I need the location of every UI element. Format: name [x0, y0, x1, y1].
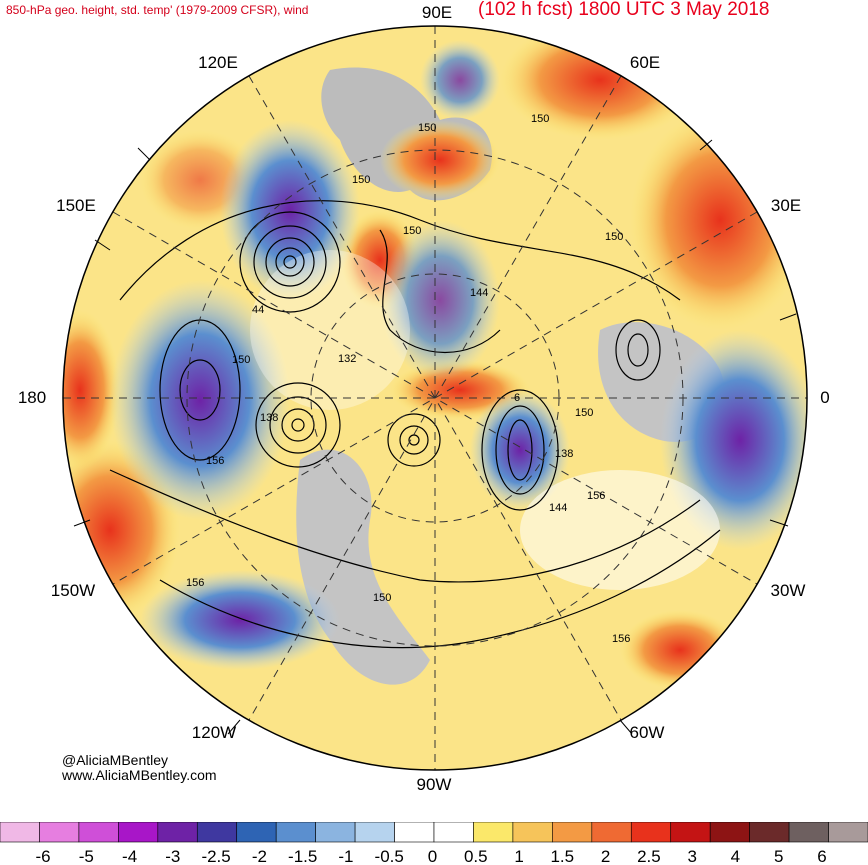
- colorbar-swatch: [354, 822, 395, 843]
- colorbar-label: 6: [817, 847, 826, 865]
- lon-label-0: 0: [820, 388, 829, 407]
- colorbar-swatch: [275, 822, 316, 843]
- lon-label-150e: 150E: [56, 196, 96, 215]
- contour-label: 150: [575, 407, 593, 419]
- colorbar-label: -0.5: [375, 847, 404, 865]
- colorbar-labels: -6 -5 -4 -3 -2.5 -2 -1.5 -1 -0.5 0 0.5 1 1.5 2 2.5 3 4 5 6: [35, 847, 826, 865]
- colorbar-swatch: [788, 822, 829, 843]
- colorbar-label: 5: [774, 847, 783, 865]
- colorbar-swatch: [157, 822, 198, 843]
- colorbar-label: 2.5: [637, 847, 661, 865]
- colorbar-swatch: [196, 822, 238, 843]
- lon-label-30w: 30W: [771, 581, 806, 600]
- lon-label-150w: 150W: [51, 581, 95, 600]
- colorbar-swatch: [118, 822, 159, 843]
- colorbar-label: -4: [122, 847, 137, 865]
- map-title-right: (102 h fcst) 1800 UTC 3 May 2018: [478, 0, 770, 20]
- colorbar-label: 0.5: [464, 847, 488, 865]
- colorbar-label: -5: [79, 847, 94, 865]
- lon-label-120w: 120W: [192, 723, 236, 742]
- colorbar-swatch: [828, 822, 868, 843]
- contour-label: 156: [206, 455, 224, 467]
- colorbar-label: 1.5: [550, 847, 574, 865]
- lon-label-30e: 30E: [771, 196, 801, 215]
- colorbar-swatch: [394, 822, 435, 843]
- lon-label-90e: 90E: [422, 3, 452, 22]
- contour-label: 44: [252, 304, 264, 316]
- colorbar-label: 3: [687, 847, 696, 865]
- colorbar-label: -2: [252, 847, 267, 865]
- colorbar-label: 1: [514, 847, 523, 865]
- lon-label-180: 180: [18, 388, 46, 407]
- colorbar-swatch: [630, 822, 672, 843]
- colorbar-swatch: [512, 822, 553, 843]
- colorbar-swatch: [591, 822, 632, 843]
- contour-label: 150: [373, 592, 391, 604]
- graticule: [63, 26, 807, 770]
- contour-label: 150: [352, 174, 370, 186]
- credit-handle: @AliciaMBentley: [62, 752, 169, 768]
- colorbar-label: 2: [601, 847, 610, 865]
- colorbar-swatch: [749, 822, 790, 843]
- contour-label: 156: [186, 577, 204, 589]
- contour-label: 144: [549, 502, 567, 514]
- colorbar-swatch: [552, 822, 593, 843]
- contour-label: 132: [338, 353, 356, 365]
- colorbar-swatch: [78, 822, 119, 843]
- colorbar-label: -3: [165, 847, 180, 865]
- map-boundary: [62, 25, 808, 771]
- map-field: [63, 26, 807, 770]
- colorbar-label: -1: [338, 847, 353, 865]
- colorbar-swatch: [473, 822, 514, 843]
- temperature-anomaly-colorbar: -6 -5 -4 -3 -2.5 -2 -1.5 -1 -0.5 0 0.5 1 1.5 2 2.5 3 4 5 6: [0, 822, 868, 865]
- colorbar-swatch: [433, 822, 474, 843]
- contour-label: 150: [403, 225, 421, 237]
- contour-label: 150: [605, 231, 623, 243]
- contour-label: 150: [232, 354, 250, 366]
- lon-label-120e: 120E: [198, 53, 238, 72]
- contour-label: 6: [514, 392, 520, 404]
- contour-label: 144: [470, 287, 488, 299]
- height-contours: [109, 200, 721, 649]
- contour-label: 150: [531, 113, 549, 125]
- colorbar-label: 4: [731, 847, 740, 865]
- contour-labels: 150 150 150 150 150 144 44 150 132 138 6…: [186, 113, 630, 645]
- contour-label: 150: [418, 122, 436, 134]
- colorbar-swatch: [0, 822, 40, 843]
- colorbar-label: 0: [428, 847, 437, 865]
- contour-label: 138: [555, 448, 573, 460]
- credit-website[interactable]: www.AliciaMBentley.com: [62, 767, 217, 783]
- contour-label: 156: [587, 490, 605, 502]
- lon-label-60e: 60E: [630, 53, 660, 72]
- contour-label: 156: [612, 633, 630, 645]
- colorbar-label: -1.5: [288, 847, 317, 865]
- map-title-left: 850-hPa geo. height, std. temp' (1979-20…: [6, 3, 309, 17]
- colorbar-swatch: [39, 822, 80, 843]
- colorbar-label: -6: [35, 847, 50, 865]
- colorbar-swatch: [315, 822, 356, 843]
- colorbar-swatches: [0, 822, 868, 843]
- longitude-labels: 90E 60E 30E 0 30W 60W 90W 120W 150W 180 …: [18, 3, 830, 794]
- lon-label-60w: 60W: [630, 723, 665, 742]
- contour-label: 138: [260, 412, 278, 424]
- lon-label-90w: 90W: [417, 775, 452, 794]
- colorbar-swatch: [236, 822, 277, 843]
- polar-stereographic-map[interactable]: 90E 60E 30E 0 30W 60W 90W 120W 150W 180 …: [0, 0, 868, 820]
- colorbar-swatch: [670, 822, 711, 843]
- colorbar-swatch: [709, 822, 750, 843]
- colorbar-label: -2.5: [201, 847, 230, 865]
